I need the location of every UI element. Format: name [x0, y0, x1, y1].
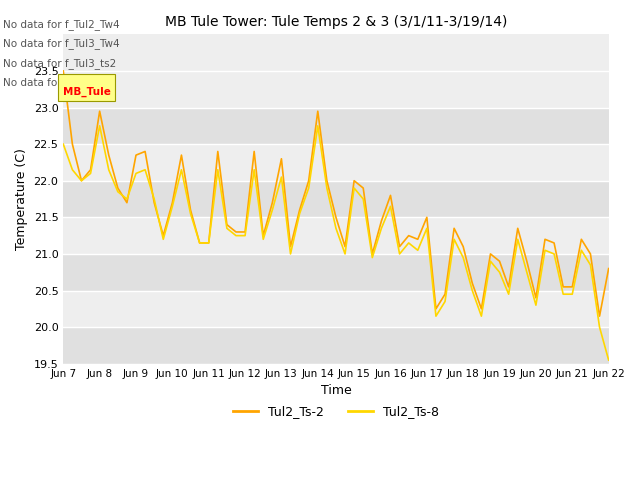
Tul2_Ts-8 [178, 167, 186, 173]
Line: Tul2_Ts-2: Tul2_Ts-2 [63, 71, 609, 316]
Tul2_Ts-8 [96, 123, 104, 129]
Bar [63, 181, 609, 217]
Text: No data for f_Tul2_Tw4: No data for f_Tul2_Tw4 [3, 19, 120, 30]
Tul2_Ts-2 [187, 207, 195, 213]
Line: Tul2_Ts-8: Tul2_Ts-8 [63, 126, 609, 360]
Bar [63, 254, 609, 290]
Tul2_Ts-8 [60, 141, 67, 147]
Bar [63, 71, 609, 108]
Tul2_Ts-8 [605, 357, 612, 363]
Tul2_Ts-2 [387, 192, 394, 198]
Tul2_Ts-2 [350, 178, 358, 184]
Tul2_Ts-8 [360, 196, 367, 202]
Tul2_Ts-2 [168, 200, 176, 205]
Bar [63, 327, 609, 364]
Text: No data for f_MB_Tule: No data for f_MB_Tule [3, 77, 116, 88]
Bar [63, 290, 609, 327]
Tul2_Ts-2 [605, 266, 612, 272]
Tul2_Ts-8 [196, 240, 204, 246]
Tul2_Ts-2 [596, 313, 604, 319]
X-axis label: Time: Time [321, 384, 351, 397]
Bar [63, 108, 609, 144]
Tul2_Ts-2 [250, 149, 258, 155]
Legend: Tul2_Ts-2, Tul2_Ts-8: Tul2_Ts-2, Tul2_Ts-8 [228, 400, 444, 423]
Tul2_Ts-2 [60, 68, 67, 74]
Tul2_Ts-2 [532, 295, 540, 301]
Text: No data for f_Tul3_ts2: No data for f_Tul3_ts2 [3, 58, 116, 69]
Title: MB Tule Tower: Tule Temps 2 & 3 (3/1/11-3/19/14): MB Tule Tower: Tule Temps 2 & 3 (3/1/11-… [164, 15, 507, 29]
Bar [63, 144, 609, 181]
Tul2_Ts-8 [396, 251, 403, 257]
Y-axis label: Temperature (C): Temperature (C) [15, 148, 28, 250]
Tul2_Ts-8 [259, 237, 267, 242]
Text: MB_Tule: MB_Tule [63, 87, 111, 97]
Bar [63, 217, 609, 254]
Text: No data for f_Tul3_Tw4: No data for f_Tul3_Tw4 [3, 38, 120, 49]
Tul2_Ts-8 [541, 247, 549, 253]
